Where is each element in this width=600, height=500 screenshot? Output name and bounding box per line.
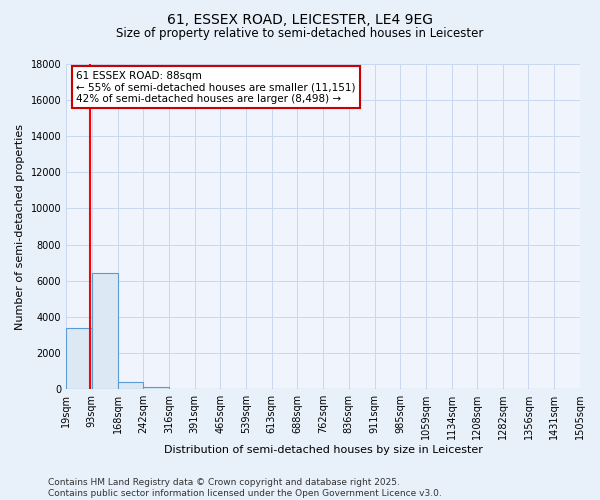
Text: 61 ESSEX ROAD: 88sqm
← 55% of semi-detached houses are smaller (11,151)
42% of s: 61 ESSEX ROAD: 88sqm ← 55% of semi-detac… (76, 70, 356, 104)
Bar (118, 382, 143, 389)
X-axis label: Distribution of semi-detached houses by size in Leicester: Distribution of semi-detached houses by … (164, 445, 482, 455)
Bar (92, 274, 118, 389)
Bar (143, 388, 169, 389)
Y-axis label: Number of semi-detached properties: Number of semi-detached properties (15, 124, 25, 330)
Text: Contains HM Land Registry data © Crown copyright and database right 2025.
Contai: Contains HM Land Registry data © Crown c… (48, 478, 442, 498)
Text: 61, ESSEX ROAD, LEICESTER, LE4 9EG: 61, ESSEX ROAD, LEICESTER, LE4 9EG (167, 12, 433, 26)
Bar (66, 328, 92, 389)
Text: Size of property relative to semi-detached houses in Leicester: Size of property relative to semi-detach… (116, 28, 484, 40)
